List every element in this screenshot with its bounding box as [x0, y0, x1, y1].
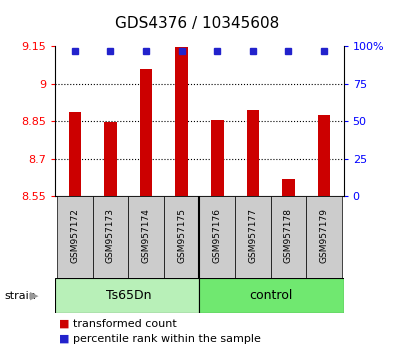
Text: ▶: ▶ [30, 291, 39, 301]
Bar [199, 278, 344, 313]
Bar [128, 196, 164, 278]
Text: GSM957173: GSM957173 [106, 208, 115, 263]
Text: transformed count: transformed count [73, 319, 177, 329]
Bar [318, 115, 330, 196]
Bar [55, 278, 199, 313]
Bar [140, 69, 152, 196]
Bar [69, 113, 81, 196]
Bar [199, 196, 235, 278]
Bar [211, 120, 224, 196]
Bar [57, 196, 93, 278]
Text: percentile rank within the sample: percentile rank within the sample [73, 334, 261, 344]
Bar [235, 196, 271, 278]
Text: GSM957177: GSM957177 [248, 208, 258, 263]
Text: Ts65Dn: Ts65Dn [105, 289, 151, 302]
Bar [175, 47, 188, 196]
Bar [306, 196, 342, 278]
Text: GDS4376 / 10345608: GDS4376 / 10345608 [115, 16, 280, 30]
Bar [164, 196, 199, 278]
Text: strain: strain [4, 291, 36, 301]
Bar [246, 110, 259, 196]
Bar [271, 196, 306, 278]
Text: ■: ■ [59, 319, 70, 329]
Text: control: control [249, 289, 292, 302]
Bar [282, 179, 295, 196]
Text: GSM957178: GSM957178 [284, 208, 293, 263]
Bar [104, 122, 117, 196]
Text: GSM957176: GSM957176 [213, 208, 222, 263]
Text: GSM957179: GSM957179 [320, 208, 329, 263]
Text: GSM957172: GSM957172 [70, 208, 79, 263]
Bar [93, 196, 128, 278]
Text: GSM957174: GSM957174 [141, 208, 150, 263]
Text: ■: ■ [59, 334, 70, 344]
Text: GSM957175: GSM957175 [177, 208, 186, 263]
